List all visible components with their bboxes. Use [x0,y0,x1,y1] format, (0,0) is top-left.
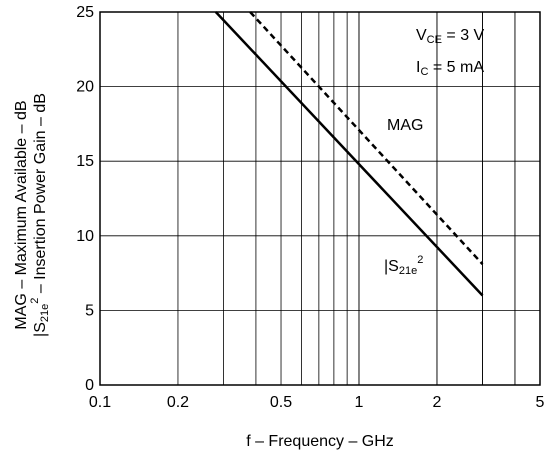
y-tick-label: 20 [76,79,94,96]
y-axis-title-line1: MAG – Maximum Available – dB [13,100,30,329]
x-tick-label: 1 [355,394,364,411]
y-axis-title-2: |S21e2 – Insertion Power Gain – dB [29,93,51,337]
x-axis-title: f – Frequency – GHz [246,433,394,450]
y-tick-label: 10 [76,228,94,245]
series-label-mag: MAG [387,117,423,134]
y-axis-title-line2: |S21e2 – Insertion Power Gain – dB [29,93,51,337]
series-line [249,11,484,265]
x-tick-label: 0.2 [167,394,189,411]
y-tick-label: 15 [76,153,94,170]
x-tick-label: 0.5 [270,394,292,411]
condition-vce: VCE = 3 V [416,27,485,46]
x-tick-label: 5 [536,394,545,411]
y-tick-label: 5 [85,302,94,319]
series-layer [214,11,484,297]
y-tick-label: 0 [85,377,94,394]
grid [100,12,540,385]
y-tick-label: 25 [76,4,94,21]
series-label-s21e: |S21e2 [384,254,423,277]
plot-frame [99,11,541,386]
y-axis-title: MAG – Maximum Available – dB [13,100,30,329]
x-tick-label: 2 [432,394,441,411]
x-tick-label: 0.1 [89,394,111,411]
series-line [214,11,484,297]
condition-ic: IC = 5 mA [416,59,484,78]
